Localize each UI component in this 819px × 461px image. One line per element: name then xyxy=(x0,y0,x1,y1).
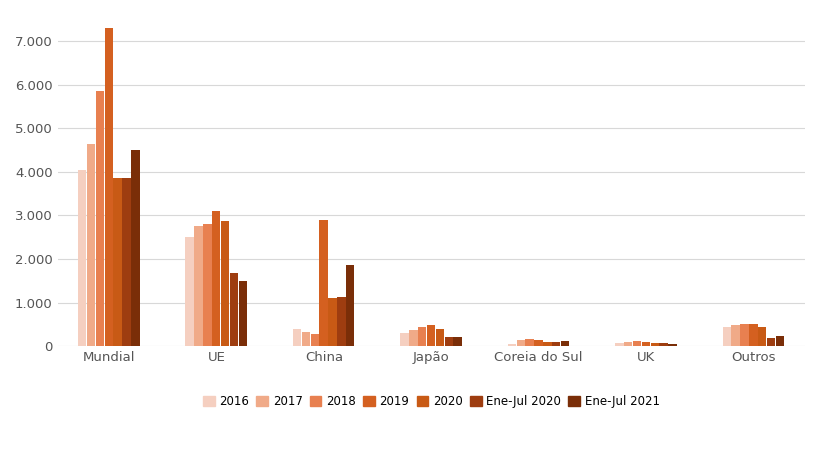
Bar xyxy=(229,273,238,346)
Bar xyxy=(534,340,542,346)
Bar xyxy=(310,333,319,346)
Bar xyxy=(122,177,130,346)
Bar xyxy=(427,325,435,346)
Bar xyxy=(409,330,417,346)
Bar xyxy=(542,342,551,346)
Bar xyxy=(722,327,730,346)
Bar xyxy=(641,342,649,346)
Bar xyxy=(757,327,766,346)
Bar xyxy=(623,342,631,346)
Bar xyxy=(658,343,667,346)
Bar xyxy=(400,333,408,346)
Bar xyxy=(203,224,211,346)
Bar xyxy=(667,344,676,346)
Bar xyxy=(614,343,622,346)
Bar xyxy=(766,338,775,346)
Bar xyxy=(87,143,95,346)
Bar xyxy=(435,329,444,346)
Bar xyxy=(775,336,783,346)
Bar xyxy=(328,298,337,346)
Bar xyxy=(301,332,310,346)
Bar xyxy=(194,226,202,346)
Bar xyxy=(96,91,104,346)
Bar xyxy=(632,341,640,346)
Bar xyxy=(131,150,139,346)
Bar xyxy=(453,337,461,346)
Bar xyxy=(220,221,229,346)
Bar xyxy=(649,343,658,346)
Bar xyxy=(113,178,122,346)
Legend: 2016, 2017, 2018, 2019, 2020, Ene-Jul 2020, Ene-Jul 2021: 2016, 2017, 2018, 2019, 2020, Ene-Jul 20… xyxy=(197,390,664,413)
Bar xyxy=(740,325,748,346)
Bar xyxy=(238,281,247,346)
Bar xyxy=(346,265,354,346)
Bar xyxy=(105,28,113,346)
Bar xyxy=(319,220,328,346)
Bar xyxy=(185,237,193,346)
Bar xyxy=(731,325,739,346)
Bar xyxy=(749,324,757,346)
Bar xyxy=(444,337,452,346)
Bar xyxy=(516,341,524,346)
Bar xyxy=(525,338,533,346)
Bar xyxy=(551,342,559,346)
Bar xyxy=(292,329,301,346)
Bar xyxy=(560,341,568,346)
Bar xyxy=(78,170,86,346)
Bar xyxy=(418,327,426,346)
Bar xyxy=(507,344,515,346)
Bar xyxy=(212,211,220,346)
Bar xyxy=(337,297,345,346)
